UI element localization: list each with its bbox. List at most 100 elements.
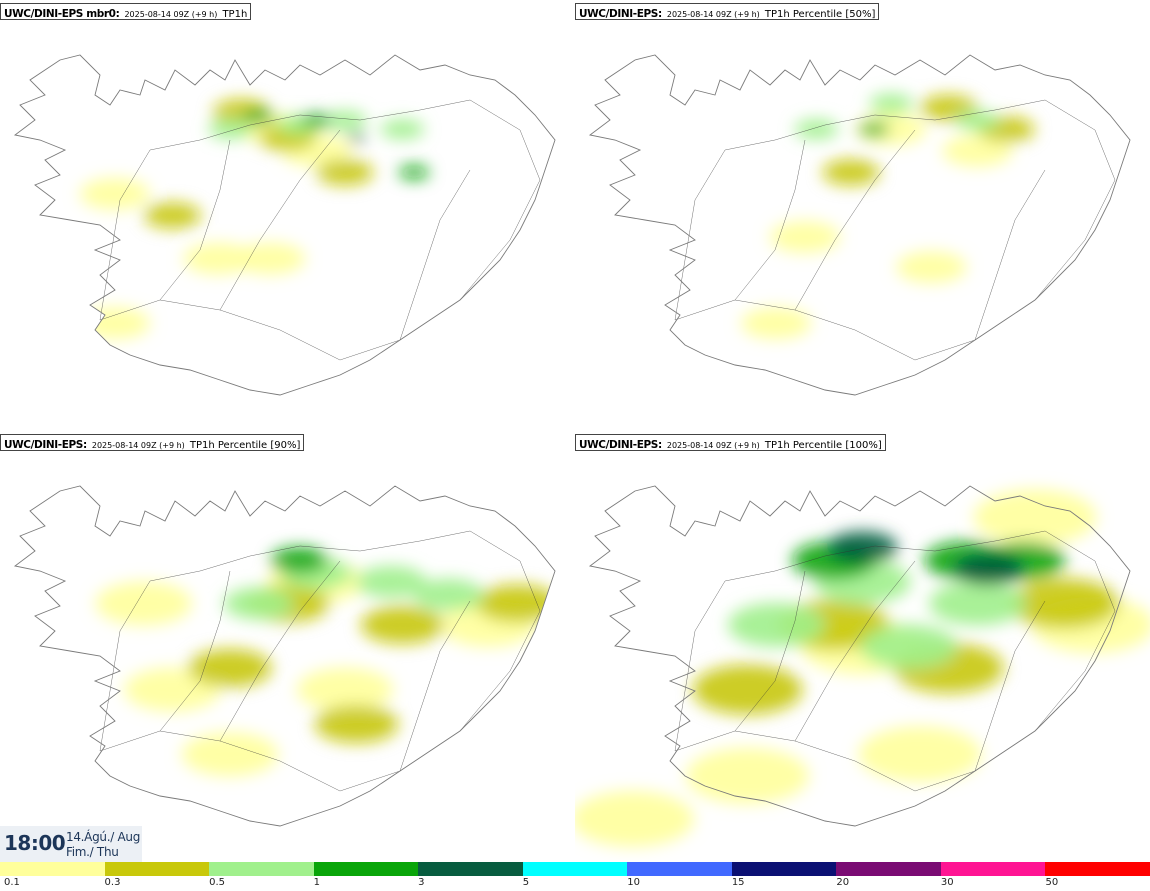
precip-cell — [143, 202, 202, 229]
precip-cell — [822, 159, 880, 186]
precip-cell — [95, 581, 193, 626]
valid-date-line: 14.Ágú./ Aug — [66, 830, 141, 844]
precip-cell — [270, 547, 328, 574]
precip-cell — [208, 119, 252, 140]
legend-tick-label: 0.1 — [4, 877, 20, 888]
panel-source: UWC/DINI-EPS — [4, 439, 83, 451]
precip-cell — [380, 119, 425, 140]
map-panel-mbr0: UWC/DINI-EPS mbr0: 2025-08-14 09Z (+9 h)… — [0, 0, 575, 431]
map-panel-p50: UWC/DINI-EPS: 2025-08-14 09Z (+9 h) TP1h… — [575, 0, 1150, 431]
legend-tick-label: 15 — [731, 877, 745, 888]
panel-variable: TP1h Percentile [100%] — [764, 440, 882, 451]
precip-cell — [741, 307, 812, 340]
precip-cell — [692, 664, 803, 715]
map-panel-p100: UWC/DINI-EPS: 2025-08-14 09Z (+9 h) TP1h… — [575, 431, 1150, 862]
precip-cell — [243, 109, 275, 124]
precip-field — [95, 547, 555, 777]
legend-swatch — [1045, 862, 1150, 876]
precip-cell — [296, 667, 394, 712]
legend-swatch — [940, 862, 1046, 876]
precip-cell — [929, 581, 1026, 626]
legend-tick-label: 3 — [418, 877, 425, 888]
road-line — [99, 530, 541, 792]
precip-map — [575, 485, 1150, 847]
road-line — [674, 530, 1116, 792]
road-line — [399, 600, 471, 772]
precip-cell — [79, 177, 151, 210]
legend-tick-label: 30 — [940, 877, 954, 888]
coastline — [13, 54, 556, 396]
precip-cell — [79, 307, 151, 340]
panel-run: 2025-08-14 09Z (+9 h) — [124, 10, 218, 19]
road-line — [794, 129, 916, 311]
road-line — [99, 99, 541, 361]
legend-swatch — [104, 862, 210, 876]
precip-field — [741, 93, 1035, 340]
panel-run: 2025-08-14 09Z (+9 h) — [666, 10, 760, 19]
precip-cell — [323, 110, 367, 131]
precip-cell — [896, 251, 967, 284]
road-line — [734, 139, 806, 301]
precip-cell — [794, 119, 839, 140]
precip-map — [13, 54, 556, 396]
precip-cell — [475, 584, 555, 623]
road-line — [159, 139, 231, 301]
legend-tick-label: 10 — [627, 877, 640, 888]
road-line — [974, 169, 1046, 341]
precip-field — [575, 489, 1150, 847]
legend-tick-label: 20 — [836, 877, 850, 888]
road-line — [219, 129, 341, 311]
legend-tick-label: 50 — [1045, 877, 1059, 888]
legend-swatch — [731, 862, 837, 876]
valid-time-box: 18:00 14.Ágú./ Aug Fim./ Thu — [0, 826, 142, 862]
legend-tick-label: 5 — [522, 877, 530, 888]
road-line — [219, 560, 341, 742]
precip-cell — [314, 705, 399, 744]
precip-cell — [235, 242, 306, 275]
panel-variable: TP1h — [222, 9, 248, 20]
panel-run: 2025-08-14 09Z (+9 h) — [91, 441, 185, 450]
precip-cell — [685, 747, 810, 804]
coastline — [588, 485, 1131, 827]
road-line — [399, 169, 471, 341]
precip-cell — [869, 93, 914, 114]
panel-variable: TP1h Percentile [50%] — [764, 9, 876, 20]
panel-source: UWC/DINI-EPS — [579, 439, 658, 451]
legend-tick-label: 0.3 — [104, 877, 121, 888]
precip-cell — [223, 587, 294, 620]
coastline — [588, 54, 1131, 396]
precip-cell — [347, 133, 366, 142]
legend-swatch — [836, 862, 942, 876]
precip-map — [588, 54, 1131, 396]
panel-title: UWC/DINI-EPS: 2025-08-14 09Z (+9 h) TP1h… — [575, 434, 886, 451]
map-panel-p90: UWC/DINI-EPS: 2025-08-14 09Z (+9 h) TP1h… — [0, 431, 575, 862]
precip-cell — [360, 605, 445, 644]
legend-swatch — [418, 862, 524, 876]
legend-swatch — [313, 862, 419, 876]
precip-field — [79, 99, 430, 340]
legend-swatch — [209, 862, 315, 876]
road-line — [974, 600, 1046, 772]
precip-cell — [355, 565, 427, 598]
precip-cell — [769, 221, 841, 254]
panel-run: 2025-08-14 09Z (+9 h) — [666, 441, 760, 450]
legend-tick-label: 0.5 — [209, 877, 225, 888]
precip-cell — [727, 602, 825, 647]
precip-cell — [942, 134, 1013, 167]
precip-cell — [955, 110, 1000, 131]
precip-cell — [181, 732, 279, 777]
valid-weekday-line: Fim./ Thu — [66, 845, 119, 859]
precip-cell — [183, 242, 254, 275]
valid-hour: 18:00 — [4, 831, 66, 855]
panel-title: UWC/DINI-EPS: 2025-08-14 09Z (+9 h) TP1h… — [575, 3, 880, 20]
panel-source: UWC/DINI-EPS mbr0 — [4, 8, 116, 20]
precip-cell — [300, 113, 332, 128]
precip-cell — [575, 790, 695, 847]
panel-variable: TP1h Percentile [90%] — [189, 440, 301, 451]
precip-cell — [827, 531, 898, 564]
precip-cell — [413, 578, 484, 611]
road-line — [794, 560, 916, 742]
precip-cell — [953, 552, 1025, 585]
panel-source: UWC/DINI-EPS — [579, 8, 658, 20]
legend-tick-label: 1 — [313, 877, 320, 888]
